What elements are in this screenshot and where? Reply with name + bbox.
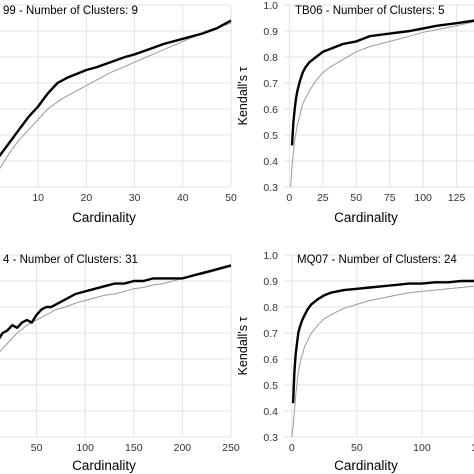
y-axis-label: Kendall's τ: [236, 317, 250, 376]
x-axis-label: Cardinality: [334, 458, 398, 473]
series-line-baseline: [0, 22, 232, 170]
series-line-baseline: [291, 285, 474, 438]
x-tick-label: 150: [125, 442, 143, 454]
panel-title: 4 - Number of Clusters: 31: [3, 254, 138, 266]
y-tick-label: 0.9: [263, 26, 278, 38]
x-axis-label: Cardinality: [72, 210, 136, 225]
y-tick-label: 0.5: [263, 130, 278, 142]
y-tick-label: 0.6: [263, 104, 278, 116]
x-tick-label: 10: [32, 192, 44, 204]
y-tick-label: 1.0: [263, 0, 278, 12]
x-tick-label: 100: [414, 192, 432, 204]
x-tick-label: 100: [76, 442, 94, 454]
series-line-observed: [291, 279, 474, 404]
x-tick-label: 40: [177, 192, 189, 204]
x-tick-label: 50: [31, 442, 43, 454]
y-tick-label: 0.3: [263, 432, 278, 444]
y-tick-label: 1.0: [263, 250, 278, 262]
x-axis-label: Cardinality: [72, 458, 136, 473]
subplot-4: 0 50 100 1 0.3 0.4 0.5 0.6 0.7 0.8 0.9 1.0 MQ07 - Nu…: [236, 250, 474, 473]
y-tick-label: 0.7: [263, 328, 278, 340]
x-tick-label: 125: [448, 192, 466, 204]
x-tick-label: 50: [351, 442, 363, 454]
y-axis-label: Kendall's τ: [236, 67, 250, 126]
x-tick-label: 250: [222, 442, 240, 454]
panel-title: TB06 - Number of Clusters: 5: [295, 5, 445, 17]
y-tick-label: 0.5: [263, 380, 278, 392]
y-tick-label: 0.4: [263, 156, 278, 168]
subplot-3: 50 100 150 200 250 4 - Number of Clusters: 31…: [0, 254, 240, 473]
x-tick-label: 200: [174, 442, 192, 454]
x-tick-label: 50: [225, 192, 237, 204]
x-tick-label: 1: [471, 442, 474, 454]
x-tick-label: 25: [317, 192, 329, 204]
y-tick-label: 0.8: [263, 302, 278, 314]
subplot-1: 10 20 30 40 50 99 - Number of Clusters: 9 Card…: [0, 4, 237, 225]
x-tick-label: 100: [413, 442, 431, 454]
y-tick-label: 0.4: [263, 406, 278, 418]
x-tick-label: 20: [81, 192, 93, 204]
x-tick-label: 0: [286, 192, 292, 204]
x-tick-label: 50: [350, 192, 362, 204]
y-tick-label: 0.3: [263, 182, 278, 194]
y-tick-label: 0.9: [263, 276, 278, 288]
subplot-2: 0 25 50 75 100 125 0.3 0.4 0.5 0.6 0.7 0.8 0.9 1.0 TB0…: [236, 0, 474, 225]
y-tick-label: 0.6: [263, 354, 278, 366]
x-axis-label: Cardinality: [334, 210, 398, 225]
panel-title: MQ07 - Number of Clusters: 24: [297, 254, 457, 266]
x-tick-label: 30: [129, 192, 141, 204]
y-tick-label: 0.8: [263, 52, 278, 64]
x-tick-label: 75: [384, 192, 396, 204]
series-line-observed: [0, 264, 232, 340]
panel-title: 99 - Number of Clusters: 9: [3, 5, 138, 17]
x-tick-label: 0: [289, 442, 295, 454]
y-tick-label: 0.7: [263, 78, 278, 90]
series-line-baseline: [290, 21, 474, 188]
series-line-observed: [290, 19, 474, 146]
series-line-observed: [0, 19, 232, 158]
